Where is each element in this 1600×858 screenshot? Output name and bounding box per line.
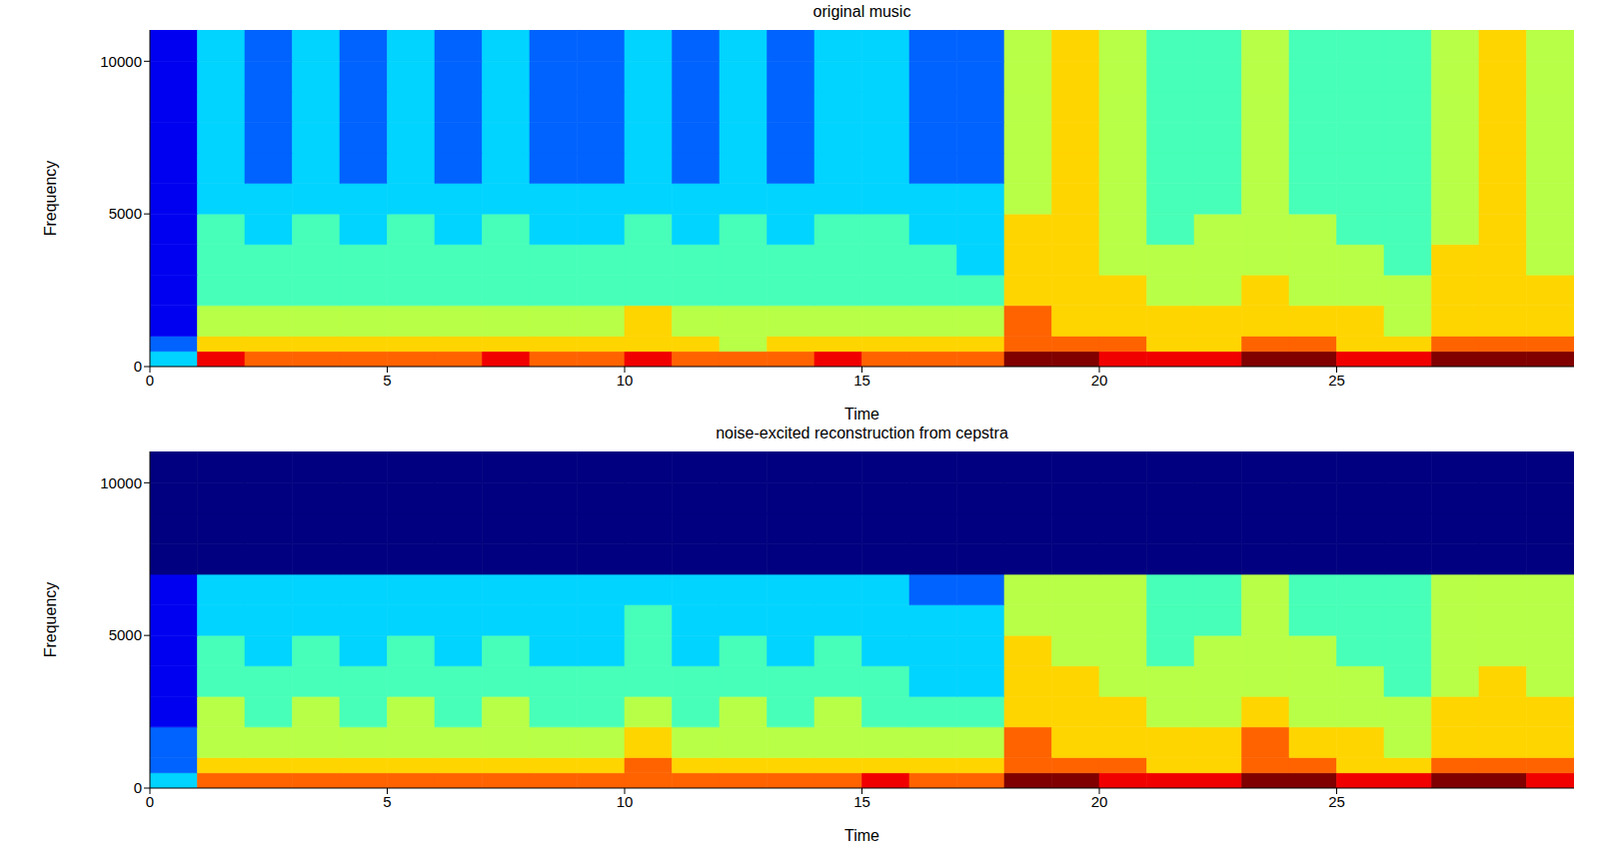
- svg-text:15: 15: [853, 793, 871, 811]
- svg-text:20: 20: [1091, 371, 1109, 389]
- svg-text:10000: 10000: [99, 474, 142, 492]
- svg-text:5000: 5000: [108, 204, 142, 222]
- html-text:original music: original music: [813, 2, 911, 20]
- svg-text:20: 20: [1091, 793, 1109, 811]
- svg-text:10: 10: [616, 371, 634, 389]
- svg-text:0: 0: [133, 779, 142, 797]
- svg-text:10: 10: [616, 793, 634, 811]
- html-text:noise-excited reconstruction f: noise-excited reconstruction from cepstr…: [715, 424, 1009, 442]
- svg-text:Time: Time: [844, 405, 880, 422]
- svg-text:25: 25: [1328, 793, 1346, 811]
- svg-text:5: 5: [382, 793, 391, 811]
- svg-text:Time: Time: [844, 827, 880, 844]
- svg-text:25: 25: [1328, 371, 1346, 389]
- svg-text:15: 15: [853, 371, 871, 389]
- svg-text:Frequency: Frequency: [41, 582, 59, 659]
- svg-text:5000: 5000: [108, 626, 142, 644]
- svg-text:0: 0: [133, 357, 142, 375]
- svg-text:5: 5: [382, 371, 391, 389]
- svg-text:Frequency: Frequency: [41, 160, 59, 237]
- svg-text:0: 0: [145, 371, 154, 389]
- svg-text:0: 0: [145, 793, 154, 811]
- svg-text:10000: 10000: [99, 52, 142, 70]
